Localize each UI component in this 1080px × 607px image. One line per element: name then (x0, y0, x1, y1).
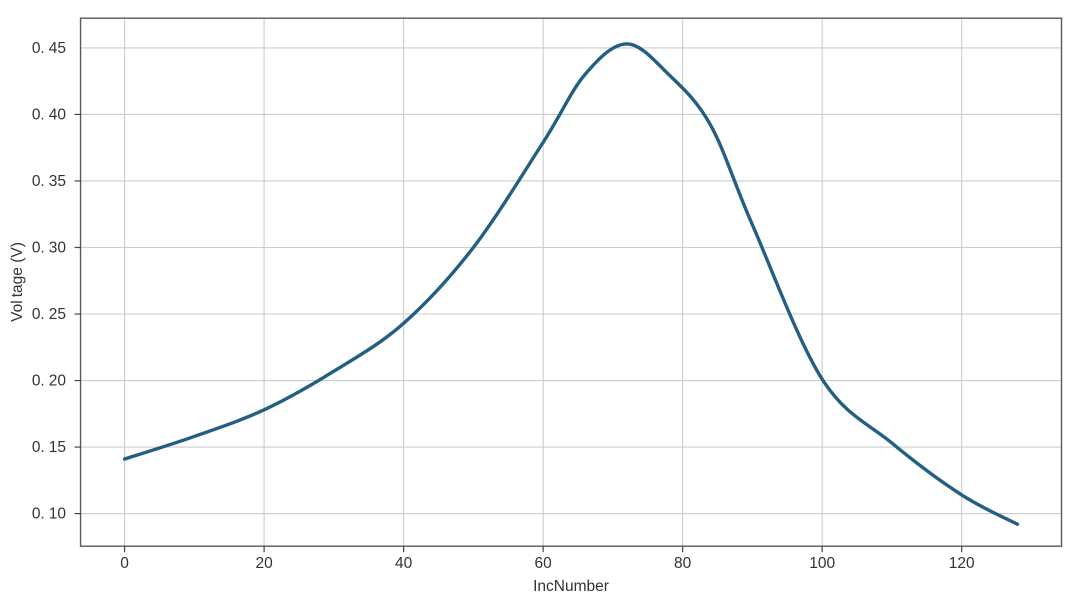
svg-text:IncNumber: IncNumber (533, 578, 609, 595)
svg-text:0.25: 0. 25 (32, 306, 66, 323)
svg-text:0: 0 (120, 555, 129, 572)
svg-text:0.40: 0. 40 (32, 106, 67, 123)
svg-text:0.15: 0. 15 (32, 439, 66, 456)
svg-text:120: 120 (949, 555, 975, 572)
svg-text:100: 100 (809, 555, 835, 572)
svg-text:0.35: 0. 35 (32, 173, 66, 190)
svg-text:Voltage (V): Voltage (V) (9, 242, 26, 322)
svg-text:0.10: 0. 10 (32, 506, 67, 523)
svg-text:60: 60 (535, 555, 553, 572)
svg-text:0.20: 0. 20 (32, 373, 67, 390)
svg-text:40: 40 (395, 555, 413, 572)
svg-text:0.45: 0. 45 (32, 40, 66, 57)
svg-text:80: 80 (674, 555, 692, 572)
svg-text:0.30: 0. 30 (32, 240, 67, 257)
svg-text:20: 20 (255, 555, 273, 572)
